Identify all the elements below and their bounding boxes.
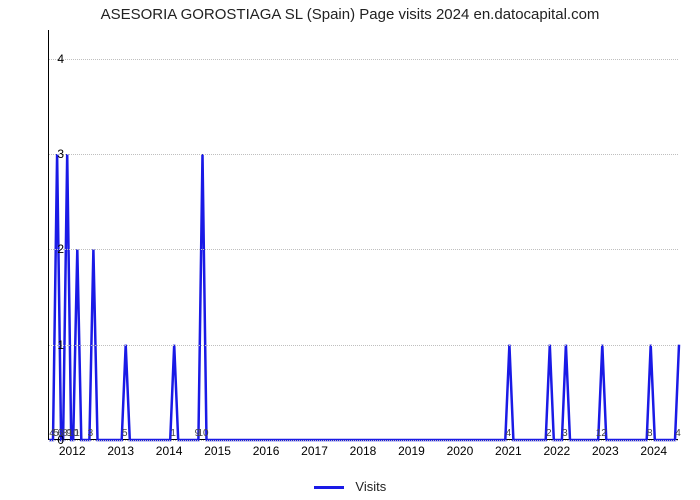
value-label: 4 [506, 428, 512, 439]
x-year-label: 2013 [107, 444, 134, 458]
chart-container: ASESORIA GOROSTIAGA SL (Spain) Page visi… [0, 0, 700, 500]
x-year-label: 2015 [204, 444, 231, 458]
x-year-label: 2016 [253, 444, 280, 458]
x-year-label: 2024 [640, 444, 667, 458]
visits-line [49, 154, 679, 440]
x-year-label: 2023 [592, 444, 619, 458]
y-tick-label: 3 [44, 147, 64, 161]
legend: Visits [0, 479, 700, 494]
x-year-label: 2021 [495, 444, 522, 458]
value-label: 3 [562, 428, 568, 439]
value-label: 2 [546, 428, 552, 439]
chart-title: ASESORIA GOROSTIAGA SL (Spain) Page visi… [0, 6, 700, 23]
value-label: 12 [596, 428, 607, 439]
legend-swatch [314, 486, 344, 489]
x-year-label: 2017 [301, 444, 328, 458]
x-year-label: 2022 [543, 444, 570, 458]
value-label: 3 [88, 428, 94, 439]
y-tick-label: 1 [44, 338, 64, 352]
y-tick-label: 4 [44, 52, 64, 66]
value-label: 1 [170, 428, 176, 439]
legend-label: Visits [355, 479, 386, 494]
x-year-label: 2014 [156, 444, 183, 458]
y-tick-label: 2 [44, 242, 64, 256]
x-year-label: 2018 [350, 444, 377, 458]
x-year-label: 2019 [398, 444, 425, 458]
gridline [49, 345, 678, 346]
gridline [49, 154, 678, 155]
value-label: 10 [198, 428, 209, 439]
line-series [49, 30, 679, 440]
gridline [49, 440, 678, 441]
x-year-label: 2012 [59, 444, 86, 458]
gridline [49, 59, 678, 60]
value-label: 4 [675, 428, 681, 439]
plot-area [48, 30, 678, 440]
value-label: 1 [74, 428, 80, 439]
gridline [49, 249, 678, 250]
value-label: 5 [122, 428, 128, 439]
value-label: 8 [647, 428, 653, 439]
x-year-label: 2020 [447, 444, 474, 458]
